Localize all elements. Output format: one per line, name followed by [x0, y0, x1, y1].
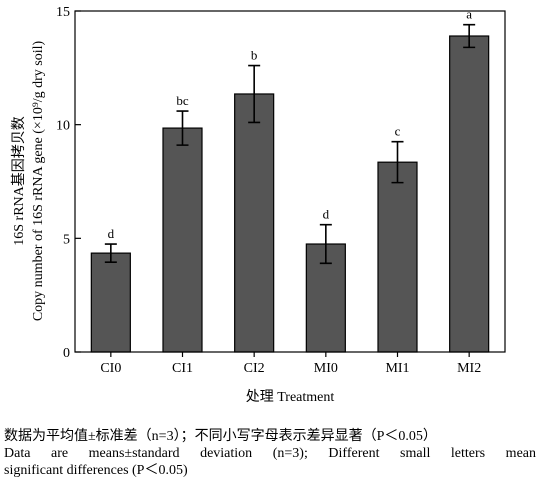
y-axis-label-chinese: 16S rRNA基因拷贝数 [10, 116, 27, 246]
plot-frame [74, 10, 506, 353]
y-tick-label: 15 [56, 5, 70, 20]
bar-ci0 [90, 252, 131, 353]
significance-letter-mi2: a [466, 7, 472, 22]
x-tick-label-ci2: CI2 [244, 361, 265, 376]
significance-letter-ci0: d [108, 226, 115, 241]
significance-letter-mi0: d [323, 207, 330, 222]
significance-letter-ci1: bc [176, 93, 189, 108]
y-axis-label-english: Copy number of 16S rRNA gene (×10⁹/g dry… [31, 41, 46, 322]
caption-english-line1: Data are means±standard deviation (n=3);… [4, 446, 536, 461]
error-bars-layer [104, 23, 476, 265]
x-axis-label: 处理 Treatment [246, 389, 335, 405]
error-bar-ci0 [104, 243, 117, 264]
y-tick-label: 0 [63, 346, 70, 361]
error-bar-mi0 [319, 223, 332, 265]
error-bar-mi1 [391, 140, 404, 184]
x-axis-ticks: CI0 CI1 CI2 MI0 MI1 MI2 [100, 352, 481, 376]
bar-ci2 [234, 93, 275, 353]
bar-mi2 [449, 35, 490, 353]
error-bar-mi2 [463, 23, 476, 49]
y-tick-label: 10 [56, 119, 70, 134]
y-axis-ticks: 0 5 10 15 [56, 5, 81, 361]
x-tick-label-mi0: MI0 [314, 361, 338, 376]
caption-chinese: 数据为平均值±标准差（n=3）；不同小写字母表示差异显著（P＜0.05） [4, 429, 437, 444]
x-tick-label-ci1: CI1 [172, 361, 193, 376]
figure-caption: 数据为平均值±标准差（n=3）；不同小写字母表示差异显著（P＜0.05） Dat… [4, 428, 536, 479]
x-tick-label-mi2: MI2 [457, 361, 481, 376]
error-bar-ci1 [176, 110, 189, 146]
bar-ci1 [162, 127, 203, 353]
bar-chart: d bc b d c a 0 5 10 15 CI0 CI1 CI2 MI0 MI1 MI2 16S rR… [10, 5, 506, 405]
caption-english-line2: significant differences (P＜0.05) [4, 463, 188, 478]
significance-letter-mi1: c [395, 124, 401, 139]
significance-letter-ci2: b [251, 48, 258, 63]
significance-letters-layer: d bc b d c a [108, 7, 473, 241]
x-tick-label-mi1: MI1 [385, 361, 409, 376]
bars-layer [90, 35, 490, 353]
bar-mi1 [377, 161, 418, 353]
error-bar-ci2 [248, 64, 261, 124]
x-tick-label-ci0: CI0 [100, 361, 121, 376]
y-tick-label: 5 [63, 232, 70, 247]
